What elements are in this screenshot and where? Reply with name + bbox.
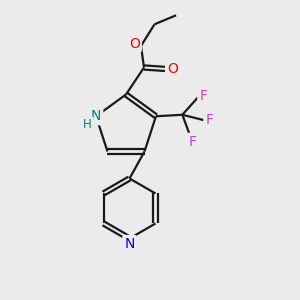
Text: H: H xyxy=(83,118,92,131)
Text: F: F xyxy=(206,113,213,127)
Text: O: O xyxy=(129,37,140,50)
Text: N: N xyxy=(91,109,101,123)
Text: F: F xyxy=(189,135,197,149)
Text: F: F xyxy=(200,88,207,103)
Text: O: O xyxy=(167,62,178,76)
Text: N: N xyxy=(124,237,135,251)
